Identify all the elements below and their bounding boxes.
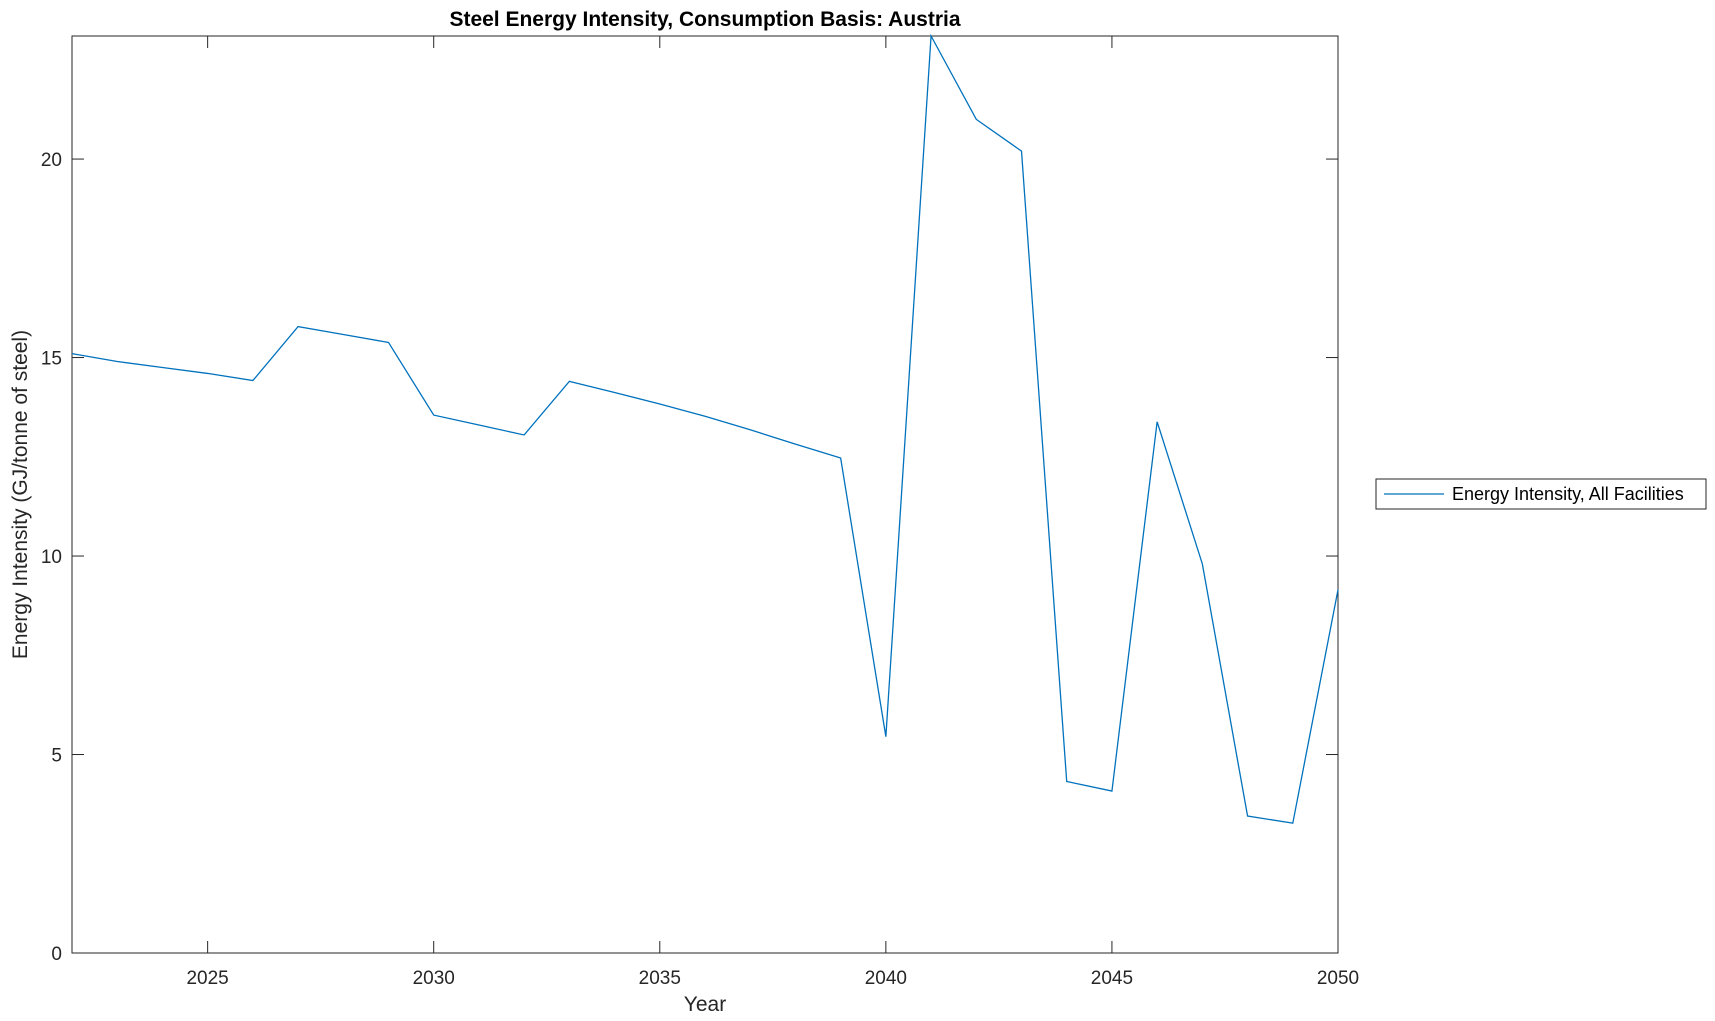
y-tick-label: 5 [51, 746, 62, 767]
x-tick-label: 2050 [1317, 968, 1359, 989]
legend-entry-series-1: Energy Intensity, All Facilities [1452, 484, 1684, 504]
y-tick-label: 20 [41, 150, 62, 171]
x-tick-label: 2040 [865, 968, 907, 989]
x-tick-label: 2030 [413, 968, 455, 989]
chart-title: Steel Energy Intensity, Consumption Basi… [449, 8, 960, 31]
axes-box [71, 35, 1339, 954]
y-tick-label: 0 [51, 944, 62, 965]
legend: Energy Intensity, All Facilities [1375, 478, 1707, 510]
plot-area: 2025 2030 2035 2040 2045 2050 0 5 10 15 20 [41, 33, 1359, 989]
x-tick-label: 2025 [186, 968, 228, 989]
y-tick-label: 15 [41, 349, 62, 370]
x-tick-label: 2035 [639, 968, 681, 989]
x-axis-label: Year [684, 993, 726, 1016]
series-line-1 [71, 33, 1339, 824]
y-axis-label: Energy Intensity (GJ/tonne of steel) [9, 330, 32, 659]
y-tick-label: 10 [41, 547, 62, 568]
x-tick-label: 2045 [1091, 968, 1133, 989]
